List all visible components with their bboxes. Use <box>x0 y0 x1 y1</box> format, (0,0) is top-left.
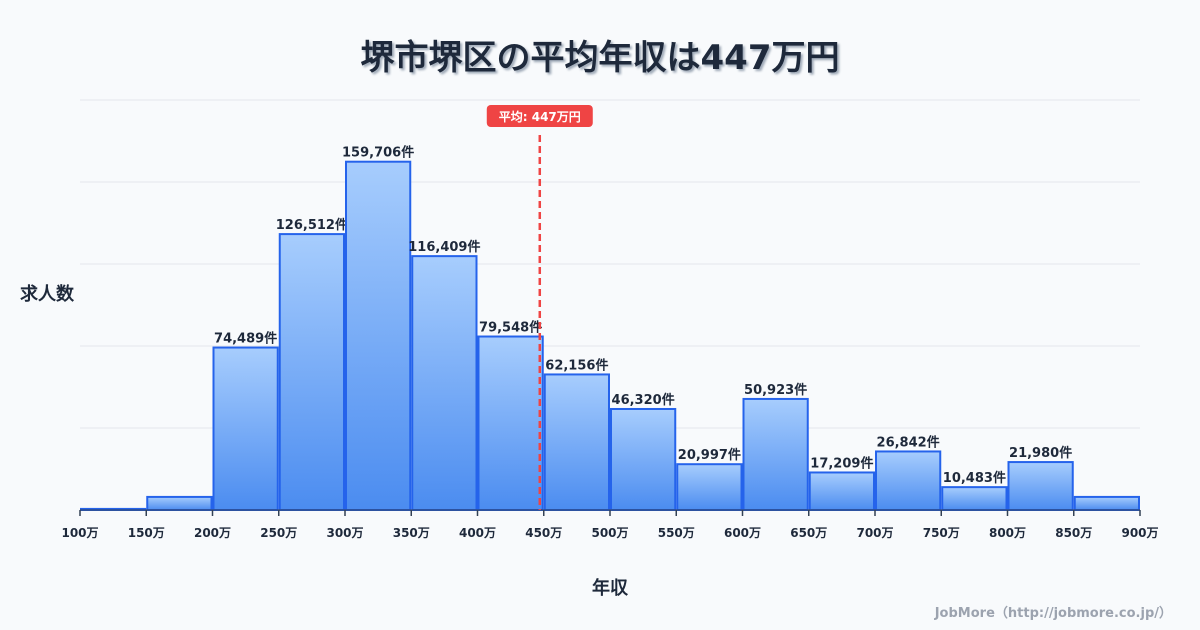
footer-credit: JobMore（http://jobmore.co.jp/） <box>934 606 1172 621</box>
histogram-bar <box>1073 495 1140 511</box>
bar-data-label: 79,548件 <box>479 320 542 336</box>
bar-data-label: 74,489件 <box>214 331 277 347</box>
bar-data-label: 21,980件 <box>1009 445 1072 461</box>
histogram-bar <box>146 495 213 511</box>
bar-data-label: 159,706件 <box>342 145 414 161</box>
x-tick-label: 250万 <box>260 526 297 540</box>
histogram-bar <box>345 160 412 512</box>
histogram-bar <box>543 373 610 511</box>
histogram-bar <box>941 486 1008 512</box>
histogram-bar <box>411 255 478 511</box>
chart-title: 堺市堺区の平均年収は447万円 <box>360 38 840 78</box>
bar-data-label: 26,842件 <box>877 434 940 450</box>
bar-data-label: 116,409件 <box>408 239 480 255</box>
x-axis-label: 年収 <box>592 578 628 599</box>
mean-label: 平均: 447万円 <box>499 109 581 124</box>
bar-data-label: 126,512件 <box>276 217 348 233</box>
histogram-bar <box>212 346 279 512</box>
mean-label-badge <box>486 105 593 127</box>
x-tick-label: 150万 <box>128 526 165 540</box>
bar-data-label: 50,923件 <box>744 382 807 398</box>
histogram-bar <box>808 471 875 511</box>
histogram-bar <box>477 335 544 512</box>
x-tick-label: 700万 <box>856 526 893 540</box>
x-tick-label: 600万 <box>724 526 761 540</box>
histogram-bar <box>610 407 677 511</box>
histogram-bar <box>875 450 942 512</box>
x-tick-label: 350万 <box>393 526 430 540</box>
x-tick-label: 800万 <box>989 526 1026 540</box>
x-tick-label: 650万 <box>790 526 827 540</box>
x-tick-label: 200万 <box>194 526 231 540</box>
x-tick-label: 550万 <box>658 526 695 540</box>
x-tick-label: 500万 <box>591 526 628 540</box>
x-tick-label: 400万 <box>459 526 496 540</box>
histogram-bar <box>278 233 345 512</box>
bar-data-label: 17,209件 <box>810 455 873 471</box>
histogram-bar <box>676 463 743 512</box>
bar-data-label: 62,156件 <box>545 357 608 373</box>
x-tick-label: 450万 <box>525 526 562 540</box>
bar-data-label: 46,320件 <box>612 392 675 408</box>
x-tick-label: 850万 <box>1055 526 1092 540</box>
histogram-bar <box>1007 461 1074 511</box>
x-tick-label: 100万 <box>61 526 98 540</box>
bar-data-label: 10,483件 <box>943 470 1006 486</box>
x-tick-label: 300万 <box>326 526 363 540</box>
x-tick-label: 900万 <box>1121 526 1158 540</box>
x-tick-label: 750万 <box>923 526 960 540</box>
y-axis-label: 求人数 <box>20 284 74 305</box>
histogram-bar <box>742 397 809 511</box>
bar-data-label: 20,997件 <box>678 447 741 463</box>
